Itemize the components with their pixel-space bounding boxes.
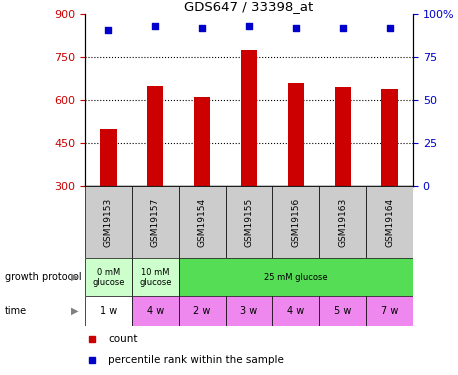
Point — [105, 27, 112, 33]
Bar — [288, 83, 304, 186]
Text: GSM19154: GSM19154 — [198, 198, 207, 247]
Bar — [85, 258, 132, 296]
Text: 4 w: 4 w — [147, 306, 164, 316]
Text: GSM19153: GSM19153 — [104, 198, 113, 247]
Bar — [179, 258, 413, 296]
Text: GSM19157: GSM19157 — [151, 198, 160, 247]
Text: ▶: ▶ — [71, 306, 79, 316]
Text: growth protocol: growth protocol — [5, 272, 81, 282]
Bar — [226, 186, 273, 258]
Bar — [382, 89, 398, 186]
Text: time: time — [5, 306, 27, 316]
Text: GSM19163: GSM19163 — [338, 198, 347, 247]
Bar — [132, 296, 179, 326]
Text: 5 w: 5 w — [334, 306, 351, 316]
Bar — [179, 296, 226, 326]
Bar — [366, 296, 413, 326]
Point — [339, 25, 346, 31]
Point — [292, 25, 300, 31]
Text: 4 w: 4 w — [287, 306, 305, 316]
Bar — [85, 296, 132, 326]
Bar — [334, 87, 351, 186]
Bar — [366, 186, 413, 258]
Bar — [319, 186, 366, 258]
Text: 0 mM
glucose: 0 mM glucose — [92, 267, 125, 287]
Bar — [85, 186, 132, 258]
Bar — [273, 186, 319, 258]
Bar — [319, 296, 366, 326]
Bar — [194, 98, 210, 186]
Point — [198, 25, 206, 31]
Text: ▶: ▶ — [71, 272, 79, 282]
Bar — [179, 186, 226, 258]
Bar — [273, 296, 319, 326]
Bar — [147, 86, 164, 186]
Title: GDS647 / 33398_at: GDS647 / 33398_at — [185, 0, 314, 13]
Text: 10 mM
glucose: 10 mM glucose — [139, 267, 172, 287]
Text: 2 w: 2 w — [193, 306, 211, 316]
Text: 25 mM glucose: 25 mM glucose — [264, 273, 327, 282]
Text: GSM19164: GSM19164 — [385, 198, 394, 247]
Text: count: count — [108, 334, 137, 344]
Point — [245, 23, 253, 29]
Bar — [132, 186, 179, 258]
Bar — [132, 258, 179, 296]
Text: GSM19155: GSM19155 — [245, 198, 253, 247]
Point — [152, 23, 159, 29]
Text: percentile rank within the sample: percentile rank within the sample — [108, 355, 284, 365]
Text: GSM19156: GSM19156 — [291, 198, 300, 247]
Text: 1 w: 1 w — [100, 306, 117, 316]
Point — [386, 25, 393, 31]
Bar — [241, 50, 257, 186]
Bar — [100, 129, 117, 186]
Text: 3 w: 3 w — [240, 306, 257, 316]
Text: 7 w: 7 w — [381, 306, 398, 316]
Bar — [226, 296, 273, 326]
